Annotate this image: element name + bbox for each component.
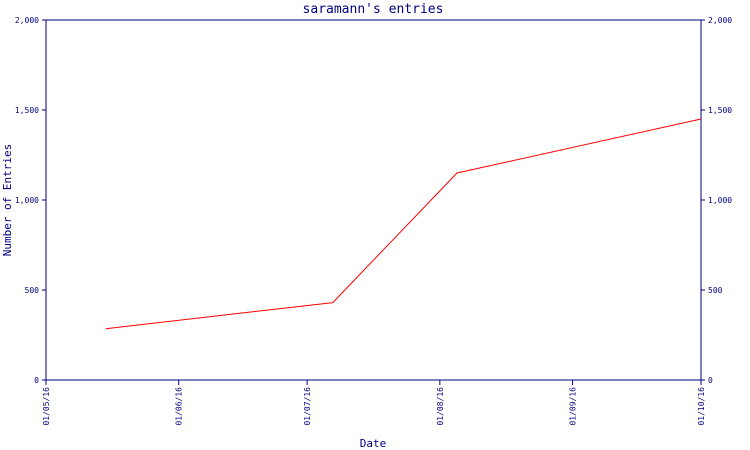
x-tick-label: 01/06/16 (175, 387, 184, 426)
x-tick-label: 01/08/16 (436, 387, 445, 426)
y-tick-label-right: 1,500 (708, 106, 732, 115)
x-tick-label: 01/07/16 (303, 387, 312, 426)
x-tick-label: 01/10/16 (697, 387, 706, 426)
x-tick-label: 01/05/16 (42, 387, 51, 426)
plot-frame (45, 19, 702, 381)
y-tick-label-right: 0 (708, 376, 713, 385)
x-axis-title: Date (360, 437, 387, 450)
y-tick-label-right: 500 (708, 286, 723, 295)
x-tick-label: 01/09/16 (569, 387, 578, 426)
y-tick-label-right: 1,000 (708, 196, 732, 205)
y-tick-label-left: 0 (34, 376, 39, 385)
y-tick-label-left: 500 (25, 286, 40, 295)
y-tick-label-left: 1,500 (15, 106, 39, 115)
y-axis-title: Number of Entries (1, 144, 14, 257)
y-tick-label-left: 1,000 (15, 196, 39, 205)
y-tick-label-left: 2,000 (15, 16, 39, 25)
chart-title: saramann's entries (303, 2, 444, 17)
series-line (105, 118, 702, 330)
y-tick-label-right: 2,000 (708, 16, 732, 25)
